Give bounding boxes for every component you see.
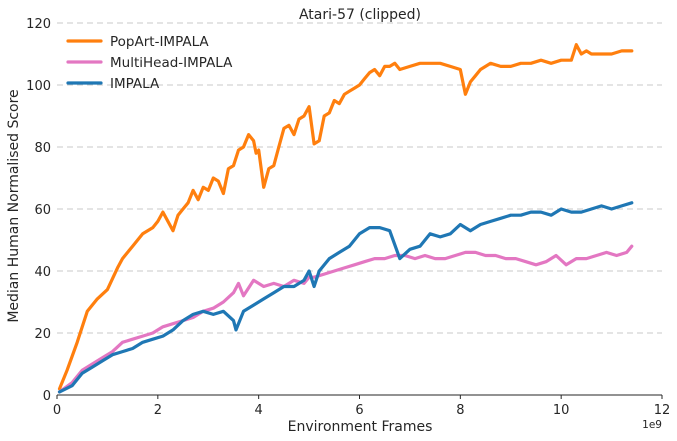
chart-title: Atari-57 (clipped) bbox=[299, 7, 421, 23]
x-tick-label: 6 bbox=[355, 403, 363, 418]
x-scale-label: 1e9 bbox=[642, 419, 662, 431]
y-tick-labels: 0 20 40 60 80 100 120 bbox=[26, 17, 51, 404]
series-line-2 bbox=[57, 201, 634, 394]
series-lines bbox=[57, 43, 634, 394]
y-tick-label: 60 bbox=[34, 203, 51, 218]
legend-label: MultiHead-IMPALA bbox=[110, 55, 233, 71]
legend: PopArt-IMPALA MultiHead-IMPALA IMPALA bbox=[66, 34, 233, 92]
legend-label: PopArt-IMPALA bbox=[110, 34, 209, 50]
x-axis-label: Environment Frames bbox=[288, 419, 433, 435]
y-tick-label: 0 bbox=[43, 389, 51, 404]
x-tick-label: 2 bbox=[154, 403, 162, 418]
y-tick-label: 20 bbox=[34, 327, 51, 342]
x-tick-labels: 0 2 4 6 8 10 12 bbox=[53, 395, 670, 418]
x-tick-label: 0 bbox=[53, 403, 61, 418]
x-tick-label: 10 bbox=[553, 403, 570, 418]
y-tick-label: 100 bbox=[26, 79, 51, 94]
x-tick-label: 8 bbox=[456, 403, 464, 418]
x-tick-label: 4 bbox=[255, 403, 263, 418]
legend-label: IMPALA bbox=[110, 76, 160, 92]
x-tick-label: 12 bbox=[654, 403, 671, 418]
series-line-1 bbox=[57, 244, 634, 394]
y-tick-label: 40 bbox=[34, 265, 51, 280]
y-tick-label: 80 bbox=[34, 141, 51, 156]
y-axis-label: Median Human Normalised Score bbox=[6, 89, 22, 322]
series-line-0 bbox=[57, 43, 634, 391]
y-tick-label: 120 bbox=[26, 17, 51, 32]
